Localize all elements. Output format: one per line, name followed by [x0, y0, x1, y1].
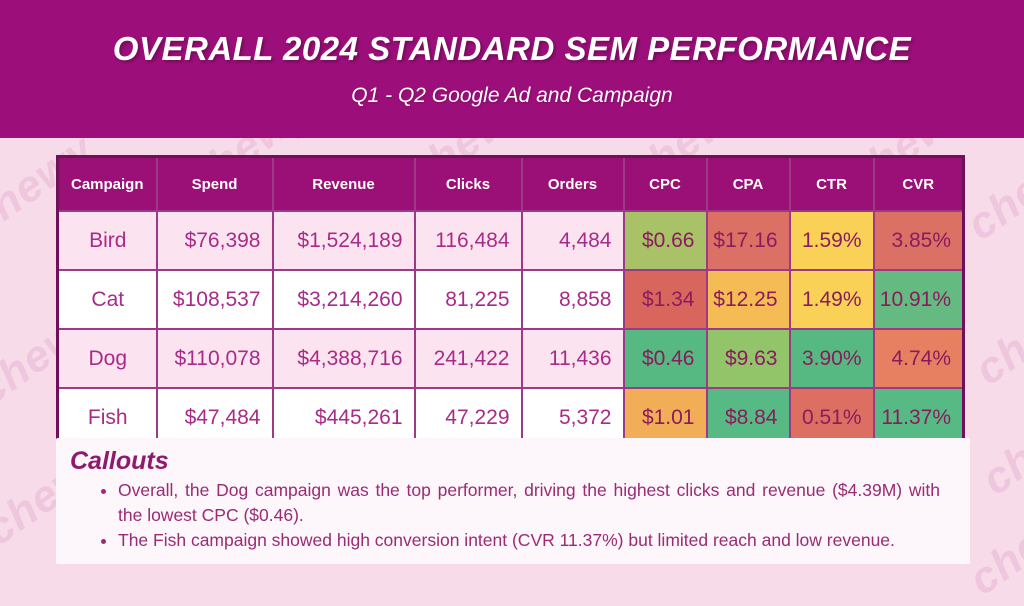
table-cell: 11,436 — [520, 328, 625, 389]
table-cell: 241,422 — [413, 328, 523, 389]
table-row-cat: Cat $108,537 $3,214,260 81,225 8,858 $1.… — [56, 269, 965, 330]
page-title: OVERALL 2024 STANDARD SEM PERFORMANCE — [112, 30, 912, 67]
callouts-panel: Callouts Overall, the Dog campaign was t… — [56, 438, 970, 564]
watermark-text: chewy — [973, 384, 1024, 505]
callout-item: Overall, the Dog campaign was the top pe… — [118, 478, 970, 528]
callout-item: The Fish campaign showed high conversion… — [118, 528, 970, 553]
table-row-dog: Dog $110,078 $4,388,716 241,422 11,436 $… — [56, 328, 965, 389]
column-header-revenue: Revenue — [271, 155, 416, 212]
heatmap-cell: 10.91% — [872, 269, 965, 330]
column-header-cvr: CVR — [872, 155, 965, 212]
callouts-heading: Callouts — [70, 447, 169, 475]
column-header-clicks: Clicks — [413, 155, 523, 212]
table-row-bird: Bird $76,398 $1,524,189 116,484 4,484 $0… — [56, 210, 965, 271]
table-cell: $3,214,260 — [271, 269, 416, 330]
table-cell: $1,524,189 — [271, 210, 416, 271]
heatmap-cell: 3.90% — [788, 328, 875, 389]
campaign-cell: Cat — [56, 269, 158, 330]
heatmap-cell: 4.74% — [872, 328, 965, 389]
column-header-campaign: Campaign — [56, 155, 158, 212]
page-subtitle: Q1 - Q2 Google Ad and Campaign — [351, 84, 673, 107]
table-cell: $110,078 — [155, 328, 274, 389]
heatmap-cell: $17.16 — [705, 210, 791, 271]
table-cell: $76,398 — [155, 210, 274, 271]
table-cell: $4,388,716 — [271, 328, 416, 389]
table-cell: $108,537 — [155, 269, 274, 330]
table-cell: 81,225 — [413, 269, 523, 330]
heatmap-cell: $12.25 — [705, 269, 791, 330]
heatmap-cell: $1.34 — [622, 269, 708, 330]
heatmap-cell: $9.63 — [705, 328, 791, 389]
column-header-ctr: CTR — [788, 155, 875, 212]
table-cell: 116,484 — [413, 210, 523, 271]
heatmap-cell: $0.66 — [622, 210, 708, 271]
column-header-cpa: CPA — [705, 155, 791, 212]
callouts-list: Overall, the Dog campaign was the top pe… — [56, 478, 970, 553]
column-header-cpc: CPC — [622, 155, 708, 212]
header-banner: OVERALL 2024 STANDARD SEM PERFORMANCE Q1… — [0, 0, 1024, 138]
heatmap-cell: 1.59% — [788, 210, 875, 271]
heatmap-cell: 3.85% — [872, 210, 965, 271]
table-cell: 4,484 — [520, 210, 625, 271]
campaign-cell: Bird — [56, 210, 158, 271]
table-header-row: Campaign Spend Revenue Clicks Orders CPC… — [56, 155, 965, 212]
watermark-text: chewy — [958, 129, 1024, 250]
sem-performance-table: Campaign Spend Revenue Clicks Orders CPC… — [56, 155, 965, 449]
table-cell: 8,858 — [520, 269, 625, 330]
campaign-cell: Dog — [56, 328, 158, 389]
column-header-spend: Spend — [155, 155, 274, 212]
heatmap-cell: $0.46 — [622, 328, 708, 389]
column-header-orders: Orders — [520, 155, 625, 212]
watermark-text: chewy — [966, 274, 1024, 395]
heatmap-cell: 1.49% — [788, 269, 875, 330]
